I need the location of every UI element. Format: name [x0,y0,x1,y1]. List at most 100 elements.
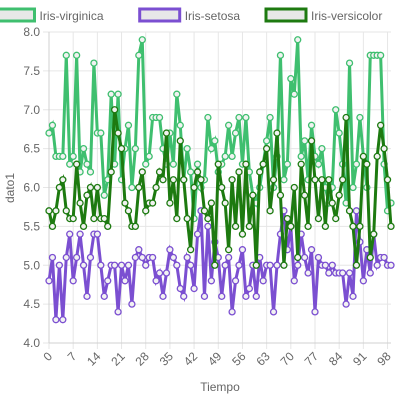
data-point[interactable] [52,207,60,215]
data-point[interactable] [359,152,368,161]
data-point[interactable] [373,152,381,161]
data-point[interactable] [45,129,53,137]
data-point[interactable] [266,207,274,215]
data-point[interactable] [186,246,195,254]
data-point[interactable] [155,168,164,176]
data-point[interactable] [249,191,257,199]
data-point[interactable] [114,308,122,316]
data-point[interactable] [97,261,105,269]
data-point[interactable] [207,144,216,153]
data-point[interactable] [169,160,178,168]
data-point[interactable] [363,160,371,168]
data-point[interactable] [104,222,112,231]
legend-item[interactable]: Iris-setosa [138,7,241,23]
data-point[interactable] [69,214,77,223]
data-point[interactable] [349,222,357,231]
data-point[interactable] [314,214,323,223]
data-point[interactable] [207,199,216,207]
data-point[interactable] [345,207,354,215]
data-point[interactable] [200,207,209,215]
data-point[interactable] [283,214,292,223]
data-point[interactable] [342,113,350,122]
data-point[interactable] [328,261,336,269]
data-point[interactable] [294,36,302,44]
data-point[interactable] [269,176,278,184]
data-point[interactable] [155,113,164,122]
data-point[interactable] [79,144,88,153]
data-point[interactable] [204,222,212,231]
data-point[interactable] [197,176,205,184]
data-point[interactable] [86,168,95,176]
data-point[interactable] [97,129,105,137]
data-point[interactable] [100,191,108,199]
data-point[interactable] [335,191,343,199]
data-point[interactable] [79,261,88,269]
data-point[interactable] [231,222,240,231]
data-point[interactable] [218,292,226,301]
data-point[interactable] [200,292,209,301]
data-point[interactable] [176,137,184,145]
data-point[interactable] [142,207,150,215]
data-point[interactable] [186,261,195,269]
data-point[interactable] [238,230,247,238]
data-point[interactable] [59,176,67,184]
data-point[interactable] [142,160,150,168]
data-point[interactable] [290,183,298,192]
data-point[interactable] [314,253,323,262]
legend-item[interactable]: Iris-versicolor [264,7,382,23]
data-point[interactable] [211,261,219,269]
data-point[interactable] [55,261,64,269]
data-point[interactable] [218,183,226,192]
data-point[interactable] [224,253,233,262]
data-point[interactable] [107,90,115,98]
data-point[interactable] [352,160,361,168]
data-point[interactable] [276,191,285,199]
data-point[interactable] [304,222,312,231]
data-point[interactable] [307,246,316,254]
data-point[interactable] [183,214,191,223]
data-point[interactable] [152,277,160,285]
data-point[interactable] [45,277,53,285]
data-point[interactable] [325,176,333,184]
data-point[interactable] [66,160,74,168]
data-point[interactable] [318,176,326,184]
data-point[interactable] [114,129,122,137]
data-point[interactable] [276,51,285,59]
data-point[interactable] [166,246,174,254]
data-point[interactable] [131,144,140,153]
data-point[interactable] [370,230,378,238]
data-point[interactable] [352,207,361,215]
data-point[interactable] [235,168,243,176]
data-point[interactable] [231,129,240,137]
data-point[interactable] [173,90,181,98]
data-point[interactable] [328,199,336,207]
data-point[interactable] [69,152,77,161]
data-point[interactable] [373,261,381,269]
data-point[interactable] [114,90,122,98]
data-point[interactable] [221,152,229,161]
data-point[interactable] [62,51,70,59]
data-point[interactable] [273,261,281,269]
data-point[interactable] [69,277,77,285]
data-point[interactable] [72,51,81,59]
data-point[interactable] [100,292,108,301]
data-point[interactable] [380,253,388,262]
data-point[interactable] [104,277,112,285]
data-point[interactable] [238,246,247,254]
data-point[interactable] [300,253,309,262]
data-point[interactable] [100,214,108,223]
data-point[interactable] [124,261,133,269]
data-point[interactable] [242,292,250,301]
data-point[interactable] [252,261,260,269]
data-point[interactable] [204,113,212,122]
data-point[interactable] [193,230,202,238]
data-point[interactable] [152,183,160,192]
data-point[interactable] [180,292,188,301]
data-point[interactable] [138,168,146,176]
data-point[interactable] [242,113,250,122]
data-point[interactable] [72,160,81,168]
data-point[interactable] [376,51,385,59]
data-point[interactable] [345,59,354,67]
data-point[interactable] [193,160,202,168]
data-point[interactable] [159,176,167,184]
